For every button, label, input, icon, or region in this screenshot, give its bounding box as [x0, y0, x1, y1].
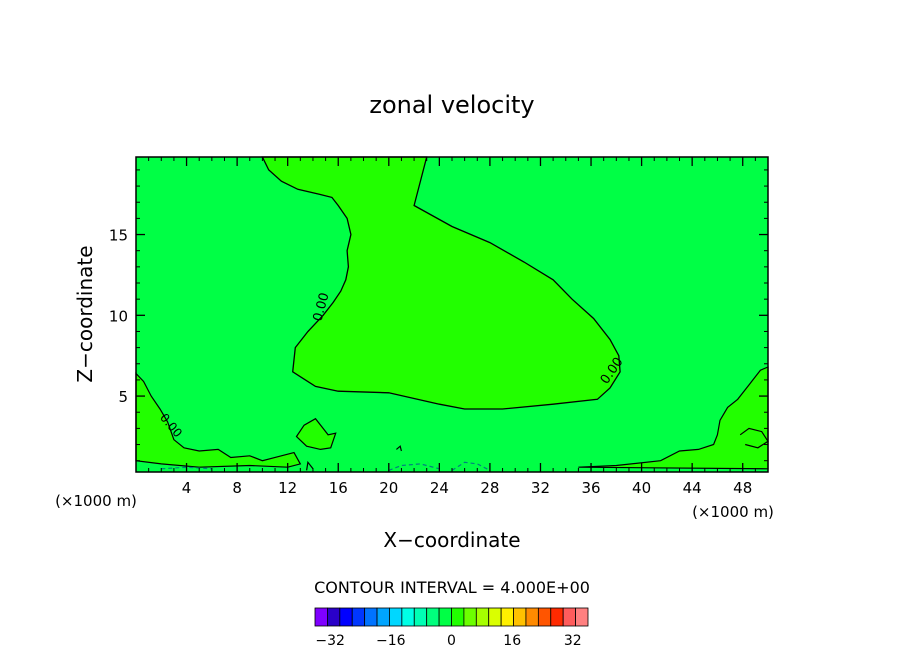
colorbar-swatch [575, 607, 589, 627]
contour-label-upper: 0.00 [311, 291, 333, 323]
y-axis-label: Z−coordinate [73, 245, 97, 382]
colorbar-swatch [339, 607, 353, 627]
negative-contour-3 [451, 461, 491, 471]
colorbar-swatch [562, 607, 576, 627]
colorbar-swatch [451, 607, 465, 627]
x-tick-label: 4 [182, 479, 192, 497]
colorbar-swatch [463, 607, 477, 627]
colorbar-tick-label: −16 [376, 633, 406, 649]
small-contour-b [306, 460, 314, 471]
colorbar-swatch [426, 607, 440, 627]
x-tick-label: 36 [581, 479, 600, 497]
colorbar-tick-label: 16 [503, 633, 521, 649]
colorbar-swatch [500, 607, 514, 627]
colorbar-swatch [438, 607, 452, 627]
colorbar-tick-label: 0 [447, 633, 456, 649]
colorbar-swatch [413, 607, 428, 627]
chart-title: zonal velocity [369, 91, 534, 119]
colorbar-tick-labels: −32 −16 0 16 32 [315, 633, 581, 649]
negative-contour-1 [161, 466, 212, 470]
colorbar-swatch [401, 607, 415, 627]
x-tick-label: 12 [278, 479, 297, 497]
x-tick-label: 40 [632, 479, 651, 497]
colorbar-swatch [389, 607, 403, 627]
x-tick-label: 44 [683, 479, 702, 497]
x-tick-label: 8 [232, 479, 242, 497]
x-axis-ticks: 4 8 12 16 20 24 28 32 36 40 44 48 [148, 157, 756, 497]
colorbar-swatch [525, 607, 539, 627]
x-tick-label: 28 [480, 479, 499, 497]
center-small-contour [295, 417, 337, 451]
near-surface-contours [135, 366, 769, 471]
colorbar-swatch [550, 607, 564, 627]
plot-area: 0.00 0.00 0.00 [135, 156, 769, 473]
x-unit-left: (×1000 m) [55, 492, 137, 510]
contour-interval-text: CONTOUR INTERVAL = 4.000E+00 [314, 578, 590, 597]
colorbar-tick-label: 32 [564, 633, 582, 649]
colorbar-swatch [475, 607, 490, 627]
colorbar-swatch [488, 607, 502, 627]
negative-contour-2 [388, 463, 440, 471]
y-axis-ticks: 5 10 15 [109, 169, 768, 462]
x-tick-label: 16 [329, 479, 348, 497]
positive-velocity-region [261, 156, 621, 410]
colorbar-swatch [351, 607, 366, 627]
x-tick-label: 24 [430, 479, 449, 497]
x-tick-label: 20 [379, 479, 398, 497]
colorbar-swatch [537, 607, 552, 627]
colorbar [314, 607, 589, 627]
tiny-contour [396, 445, 402, 452]
y-tick-label: 15 [109, 227, 128, 245]
colorbar-swatch [364, 607, 378, 627]
left-surface-contour [135, 371, 302, 468]
y-tick-label: 5 [118, 388, 128, 406]
colorbar-tick-label: −32 [315, 633, 345, 649]
x-axis-label: X−coordinate [383, 528, 520, 552]
colorbar-swatch [314, 607, 328, 627]
x-tick-label: 32 [531, 479, 550, 497]
colorbar-swatch [327, 607, 341, 627]
x-tick-label: 48 [733, 479, 752, 497]
right-small-contour [739, 427, 769, 449]
y-tick-label: 10 [109, 307, 128, 325]
colorbar-swatch [376, 607, 390, 627]
x-unit-right: (×1000 m) [692, 503, 774, 521]
colorbar-swatch [513, 607, 527, 627]
